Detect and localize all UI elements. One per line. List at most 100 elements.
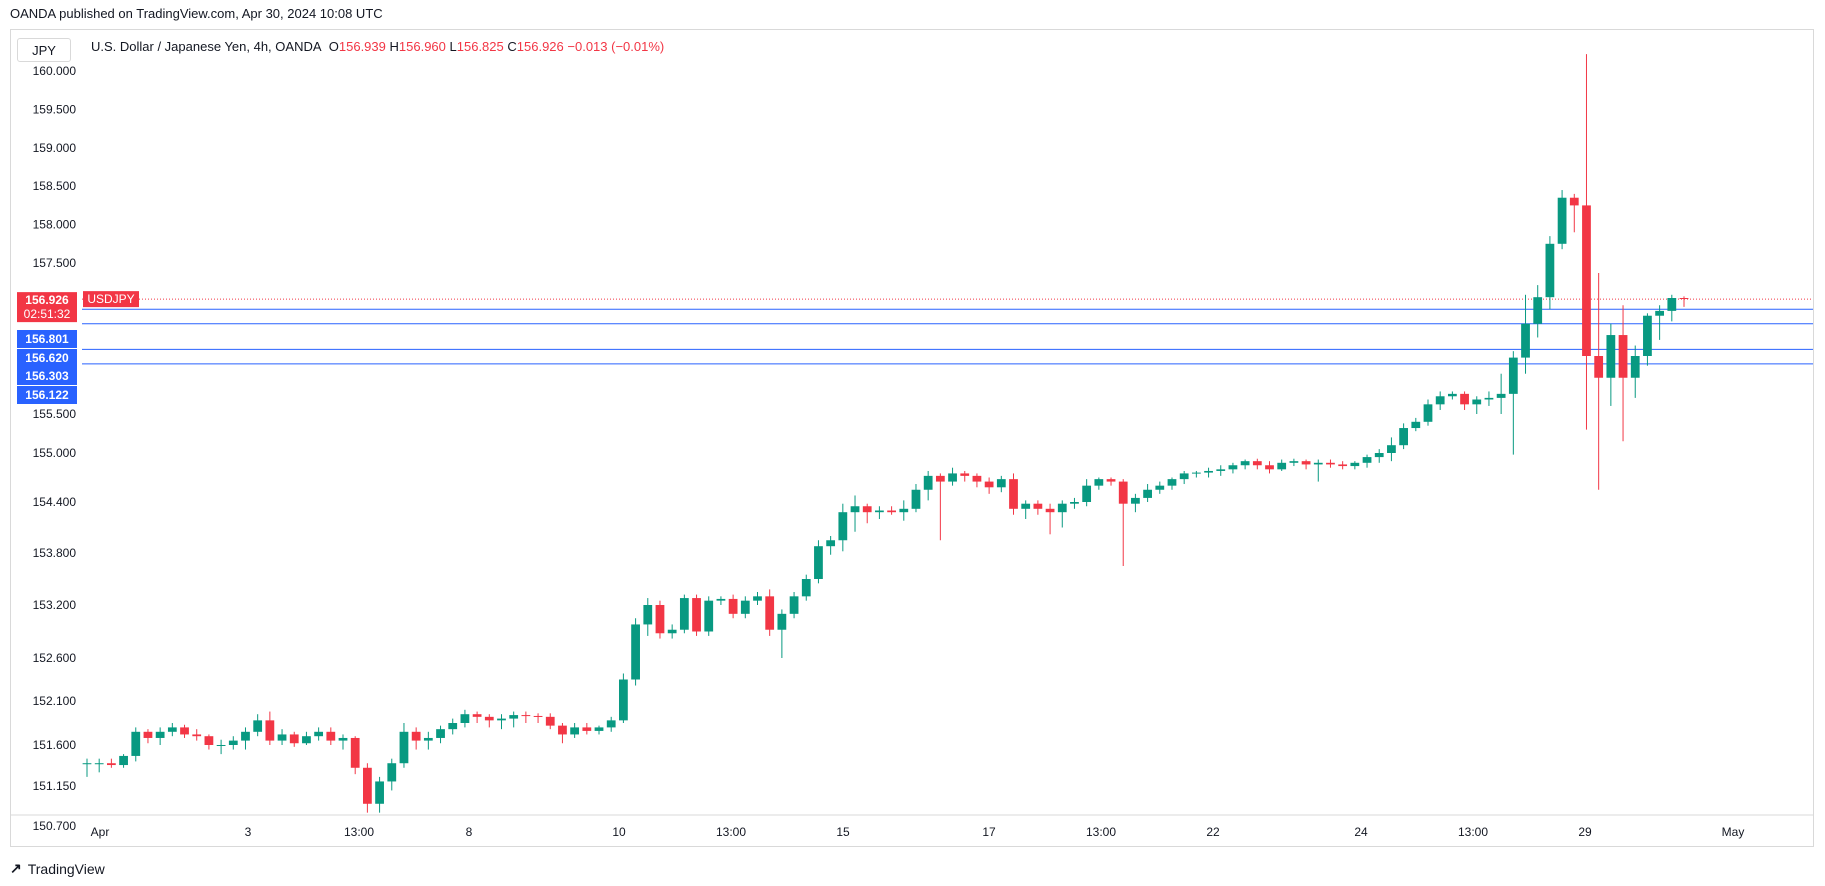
close-value: 156.926 xyxy=(516,39,564,54)
candle-body xyxy=(777,613,787,630)
down-candle xyxy=(1326,459,1335,468)
up-candle xyxy=(1240,459,1250,470)
up-candle xyxy=(1496,373,1506,414)
candle-body xyxy=(1009,479,1018,509)
up-candle xyxy=(1057,500,1067,528)
candle-body xyxy=(1179,473,1189,480)
down-candle xyxy=(887,506,896,515)
low-label: L xyxy=(449,39,457,54)
up-candle xyxy=(1191,470,1201,478)
level-price-badge xyxy=(17,330,77,348)
up-candle xyxy=(155,727,165,745)
up-candle xyxy=(1387,437,1396,462)
up-candle xyxy=(1204,467,1213,478)
candle-body xyxy=(582,727,592,731)
up-candle xyxy=(1643,313,1652,366)
change-value: −0.013 (−0.01%) xyxy=(567,39,665,54)
time-tick-label: 13:00 xyxy=(344,825,374,839)
candle-body xyxy=(1106,479,1116,482)
candle-body xyxy=(1338,464,1348,467)
down-candle xyxy=(265,711,275,745)
up-candle xyxy=(497,714,506,730)
candle-body xyxy=(1496,393,1506,398)
candle-body xyxy=(1131,497,1140,504)
up-candle xyxy=(1508,351,1518,455)
up-candle xyxy=(679,594,689,634)
candle-body xyxy=(1472,399,1482,405)
down-candle xyxy=(533,713,543,723)
up-candle xyxy=(338,734,348,750)
price-axis[interactable]: 160.000 159.500 159.000 158.500 158.000 157.5… xyxy=(33,64,77,833)
currency-scale-button[interactable]: JPY xyxy=(17,38,71,62)
candle-body xyxy=(1630,356,1640,378)
tradingview-logo[interactable]: ↗ TradingView xyxy=(10,860,105,877)
candle-body xyxy=(1265,465,1274,470)
level-price-value: 156.303 xyxy=(25,369,69,383)
publisher-caption: OANDA published on TradingView.com, Apr … xyxy=(10,6,383,21)
candle-body xyxy=(862,506,872,513)
up-candle xyxy=(704,596,714,636)
candle-body xyxy=(131,731,141,756)
up-candle xyxy=(1484,391,1494,406)
up-candle xyxy=(789,592,799,619)
candle-body xyxy=(875,510,884,513)
time-axis[interactable]: Apr 3 13:00 8 10 13:00 15 17 13:00 22 24 13:00 29 May xyxy=(10,814,1814,839)
last-price-value: 156.926 xyxy=(25,293,69,307)
candle-body xyxy=(1350,462,1360,467)
candle-body xyxy=(167,727,177,732)
up-candle xyxy=(875,506,884,519)
candle-body xyxy=(289,734,299,744)
candle-body xyxy=(533,715,543,717)
bar-countdown: 02:51:32 xyxy=(24,307,71,321)
candle-body xyxy=(1118,481,1128,504)
up-candle xyxy=(1374,449,1384,463)
level-price-badge xyxy=(17,386,77,404)
up-candle xyxy=(241,727,250,750)
candle-body xyxy=(960,473,970,476)
down-candle xyxy=(350,736,360,775)
price-tick-label: 155.500 xyxy=(33,407,77,421)
candle-body xyxy=(253,720,263,732)
candle-body xyxy=(801,579,811,597)
horizontal-levels xyxy=(82,298,1813,365)
up-candle xyxy=(314,727,324,741)
down-candle xyxy=(484,714,494,728)
down-candle xyxy=(1118,479,1128,566)
down-candle xyxy=(289,731,299,747)
down-candle xyxy=(1033,500,1043,515)
level-price-badge xyxy=(17,367,77,385)
down-candle xyxy=(558,723,567,744)
candle-body xyxy=(1447,393,1457,397)
candle-body xyxy=(826,540,836,547)
up-candle xyxy=(228,736,238,750)
up-candle xyxy=(423,731,433,750)
candle-body xyxy=(1057,503,1067,513)
candle-body xyxy=(1435,396,1445,405)
up-candle xyxy=(1630,345,1640,398)
candle-body xyxy=(850,506,860,513)
candle-body xyxy=(923,475,933,490)
candle-body xyxy=(460,714,470,723)
up-candle xyxy=(302,731,311,745)
down-candle xyxy=(765,589,775,636)
up-candle xyxy=(1435,391,1445,410)
candle-body xyxy=(984,481,994,488)
down-candle xyxy=(143,729,153,744)
open-label: O xyxy=(328,39,339,54)
level-price-value: 156.801 xyxy=(25,332,69,346)
up-candle xyxy=(436,725,445,744)
candle-body xyxy=(241,731,250,741)
candle-body xyxy=(740,600,750,614)
candle-body xyxy=(619,679,628,721)
candle-body xyxy=(789,596,799,614)
time-tick-label: 10 xyxy=(612,825,626,839)
candle-body xyxy=(1204,470,1213,473)
price-tick-label: 159.000 xyxy=(33,141,77,155)
up-candle xyxy=(667,624,677,639)
up-candle xyxy=(460,709,470,728)
up-candle xyxy=(801,574,811,601)
down-candle xyxy=(728,594,738,619)
down-candle xyxy=(972,473,982,488)
candle-body xyxy=(1240,461,1250,466)
